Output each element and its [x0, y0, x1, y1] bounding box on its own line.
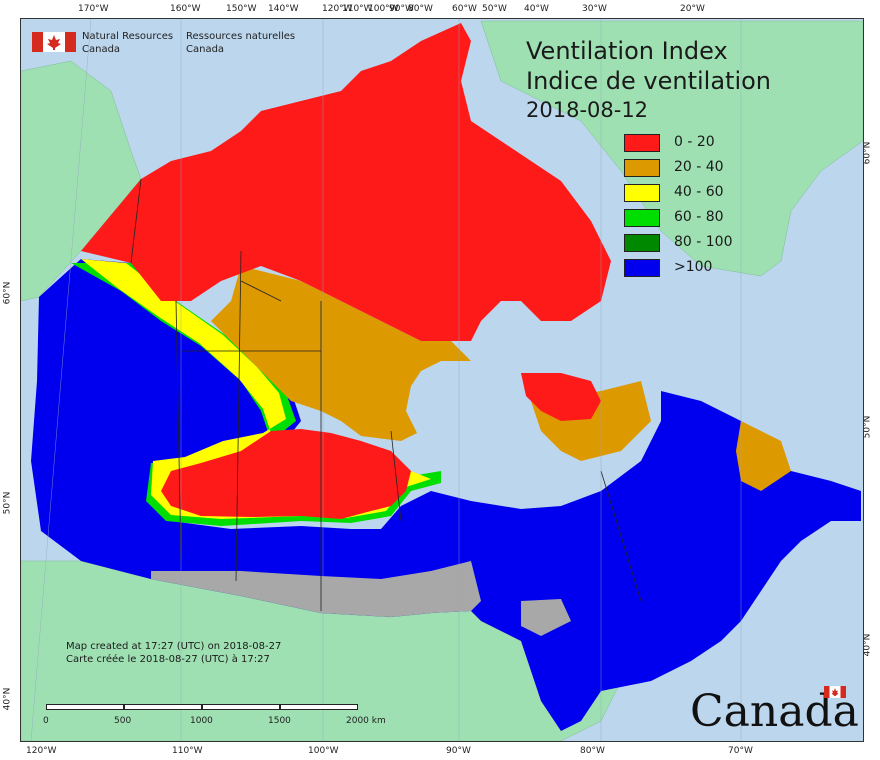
- credit-en: Map created at 17:27 (UTC) on 2018-08-27: [66, 641, 282, 652]
- legend-swatch: [624, 259, 660, 277]
- bottom-tick-label: 90°W: [446, 746, 471, 756]
- title-fr: Indice de ventilation: [526, 67, 772, 95]
- map-svg: [21, 19, 863, 741]
- map-credit: Map created at 17:27 (UTC) on 2018-08-27…: [66, 640, 281, 666]
- agency-fr-line2: Canada: [186, 44, 225, 55]
- top-tick-label: 160°W: [170, 4, 201, 14]
- scale-label: 1000: [190, 716, 213, 726]
- zone-40-60-band: [81, 259, 431, 519]
- legend-label: 80 - 100: [674, 234, 733, 250]
- scale-segment: [46, 704, 124, 710]
- agency-name-en: Natural Resources Canada: [82, 30, 173, 56]
- legend-swatch: [624, 134, 660, 152]
- map-canvas[interactable]: [20, 18, 864, 742]
- left-tick-label: 50°N: [2, 491, 13, 515]
- top-tick-label: 110°W: [342, 4, 373, 14]
- legend-label: 60 - 80: [674, 209, 724, 225]
- scale-bar: 0 500 1000 1500 2000 km: [43, 704, 406, 734]
- province-boundaries: [130, 178, 642, 611]
- legend-swatch: [624, 209, 660, 227]
- legend-swatch: [624, 234, 660, 252]
- agency-en-line1: Natural Resources: [82, 31, 174, 42]
- bottom-tick-label: 70°W: [728, 746, 753, 756]
- scale-segment: [202, 704, 280, 710]
- agency-en-line2: Canada: [82, 44, 121, 55]
- top-tick-label: 40°W: [524, 4, 549, 14]
- legend-swatch: [624, 184, 660, 202]
- zone-0-20-area: [521, 373, 601, 421]
- graticule-lines: [30, 19, 742, 741]
- map-date: 2018-08-12: [526, 98, 649, 122]
- no-data-area: [151, 561, 481, 617]
- credit-fr: Carte créée le 2018-08-27 (UTC) à 17:27: [66, 654, 270, 665]
- top-tick-label: 140°W: [268, 4, 299, 14]
- canada-flag-icon: [32, 32, 76, 52]
- hudson-bay: [406, 361, 521, 481]
- bottom-tick-label: 100°W: [308, 746, 339, 756]
- wordmark-flag-icon: [824, 686, 846, 698]
- top-tick-label: 30°W: [582, 4, 607, 14]
- top-tick-label: 80°W: [408, 4, 433, 14]
- left-tick-label: 40°N: [2, 687, 13, 711]
- top-tick-label: 100°W: [368, 4, 399, 14]
- top-tick-label: 60°W: [452, 4, 477, 14]
- legend-label: >100: [674, 259, 713, 275]
- top-tick-label: 90°W: [389, 4, 414, 14]
- scale-segment: [280, 704, 358, 710]
- top-tick-label: 120°W: [322, 4, 353, 14]
- zone-0-20-area: [161, 429, 411, 519]
- zone-20-40-area: [736, 421, 791, 491]
- bottom-tick-label: 120°W: [26, 746, 57, 756]
- canada-wordmark: Canada: [690, 686, 859, 734]
- greenland-landmass: [480, 20, 863, 277]
- bottom-tick-label: 110°W: [172, 746, 203, 756]
- legend-swatch: [624, 159, 660, 177]
- legend-label: 40 - 60: [674, 184, 724, 200]
- top-tick-label: 170°W: [78, 4, 109, 14]
- scale-label: 500: [114, 716, 132, 726]
- agency-name-fr: Ressources naturelles Canada: [186, 30, 295, 56]
- zone-20-40-area: [211, 266, 471, 441]
- title-en: Ventilation Index: [526, 37, 728, 65]
- top-tick-label: 150°W: [226, 4, 257, 14]
- agency-fr-line1: Ressources naturelles: [186, 31, 296, 42]
- no-data-area: [521, 599, 571, 636]
- top-tick-label: 20°W: [680, 4, 705, 14]
- scale-label: 1500: [268, 716, 291, 726]
- top-tick-label: 50°W: [482, 4, 507, 14]
- scale-label: 0: [43, 716, 49, 726]
- zone-0-20-area: [81, 23, 611, 341]
- legend-label: 0 - 20: [674, 134, 715, 150]
- map-title: Ventilation Index Indice de ventilation …: [526, 36, 771, 124]
- scale-label: 2000 km: [346, 716, 386, 726]
- left-tick-label: 60°N: [2, 281, 13, 305]
- legend-label: 20 - 40: [674, 159, 724, 175]
- scale-segment: [124, 704, 202, 710]
- bottom-tick-label: 80°W: [580, 746, 605, 756]
